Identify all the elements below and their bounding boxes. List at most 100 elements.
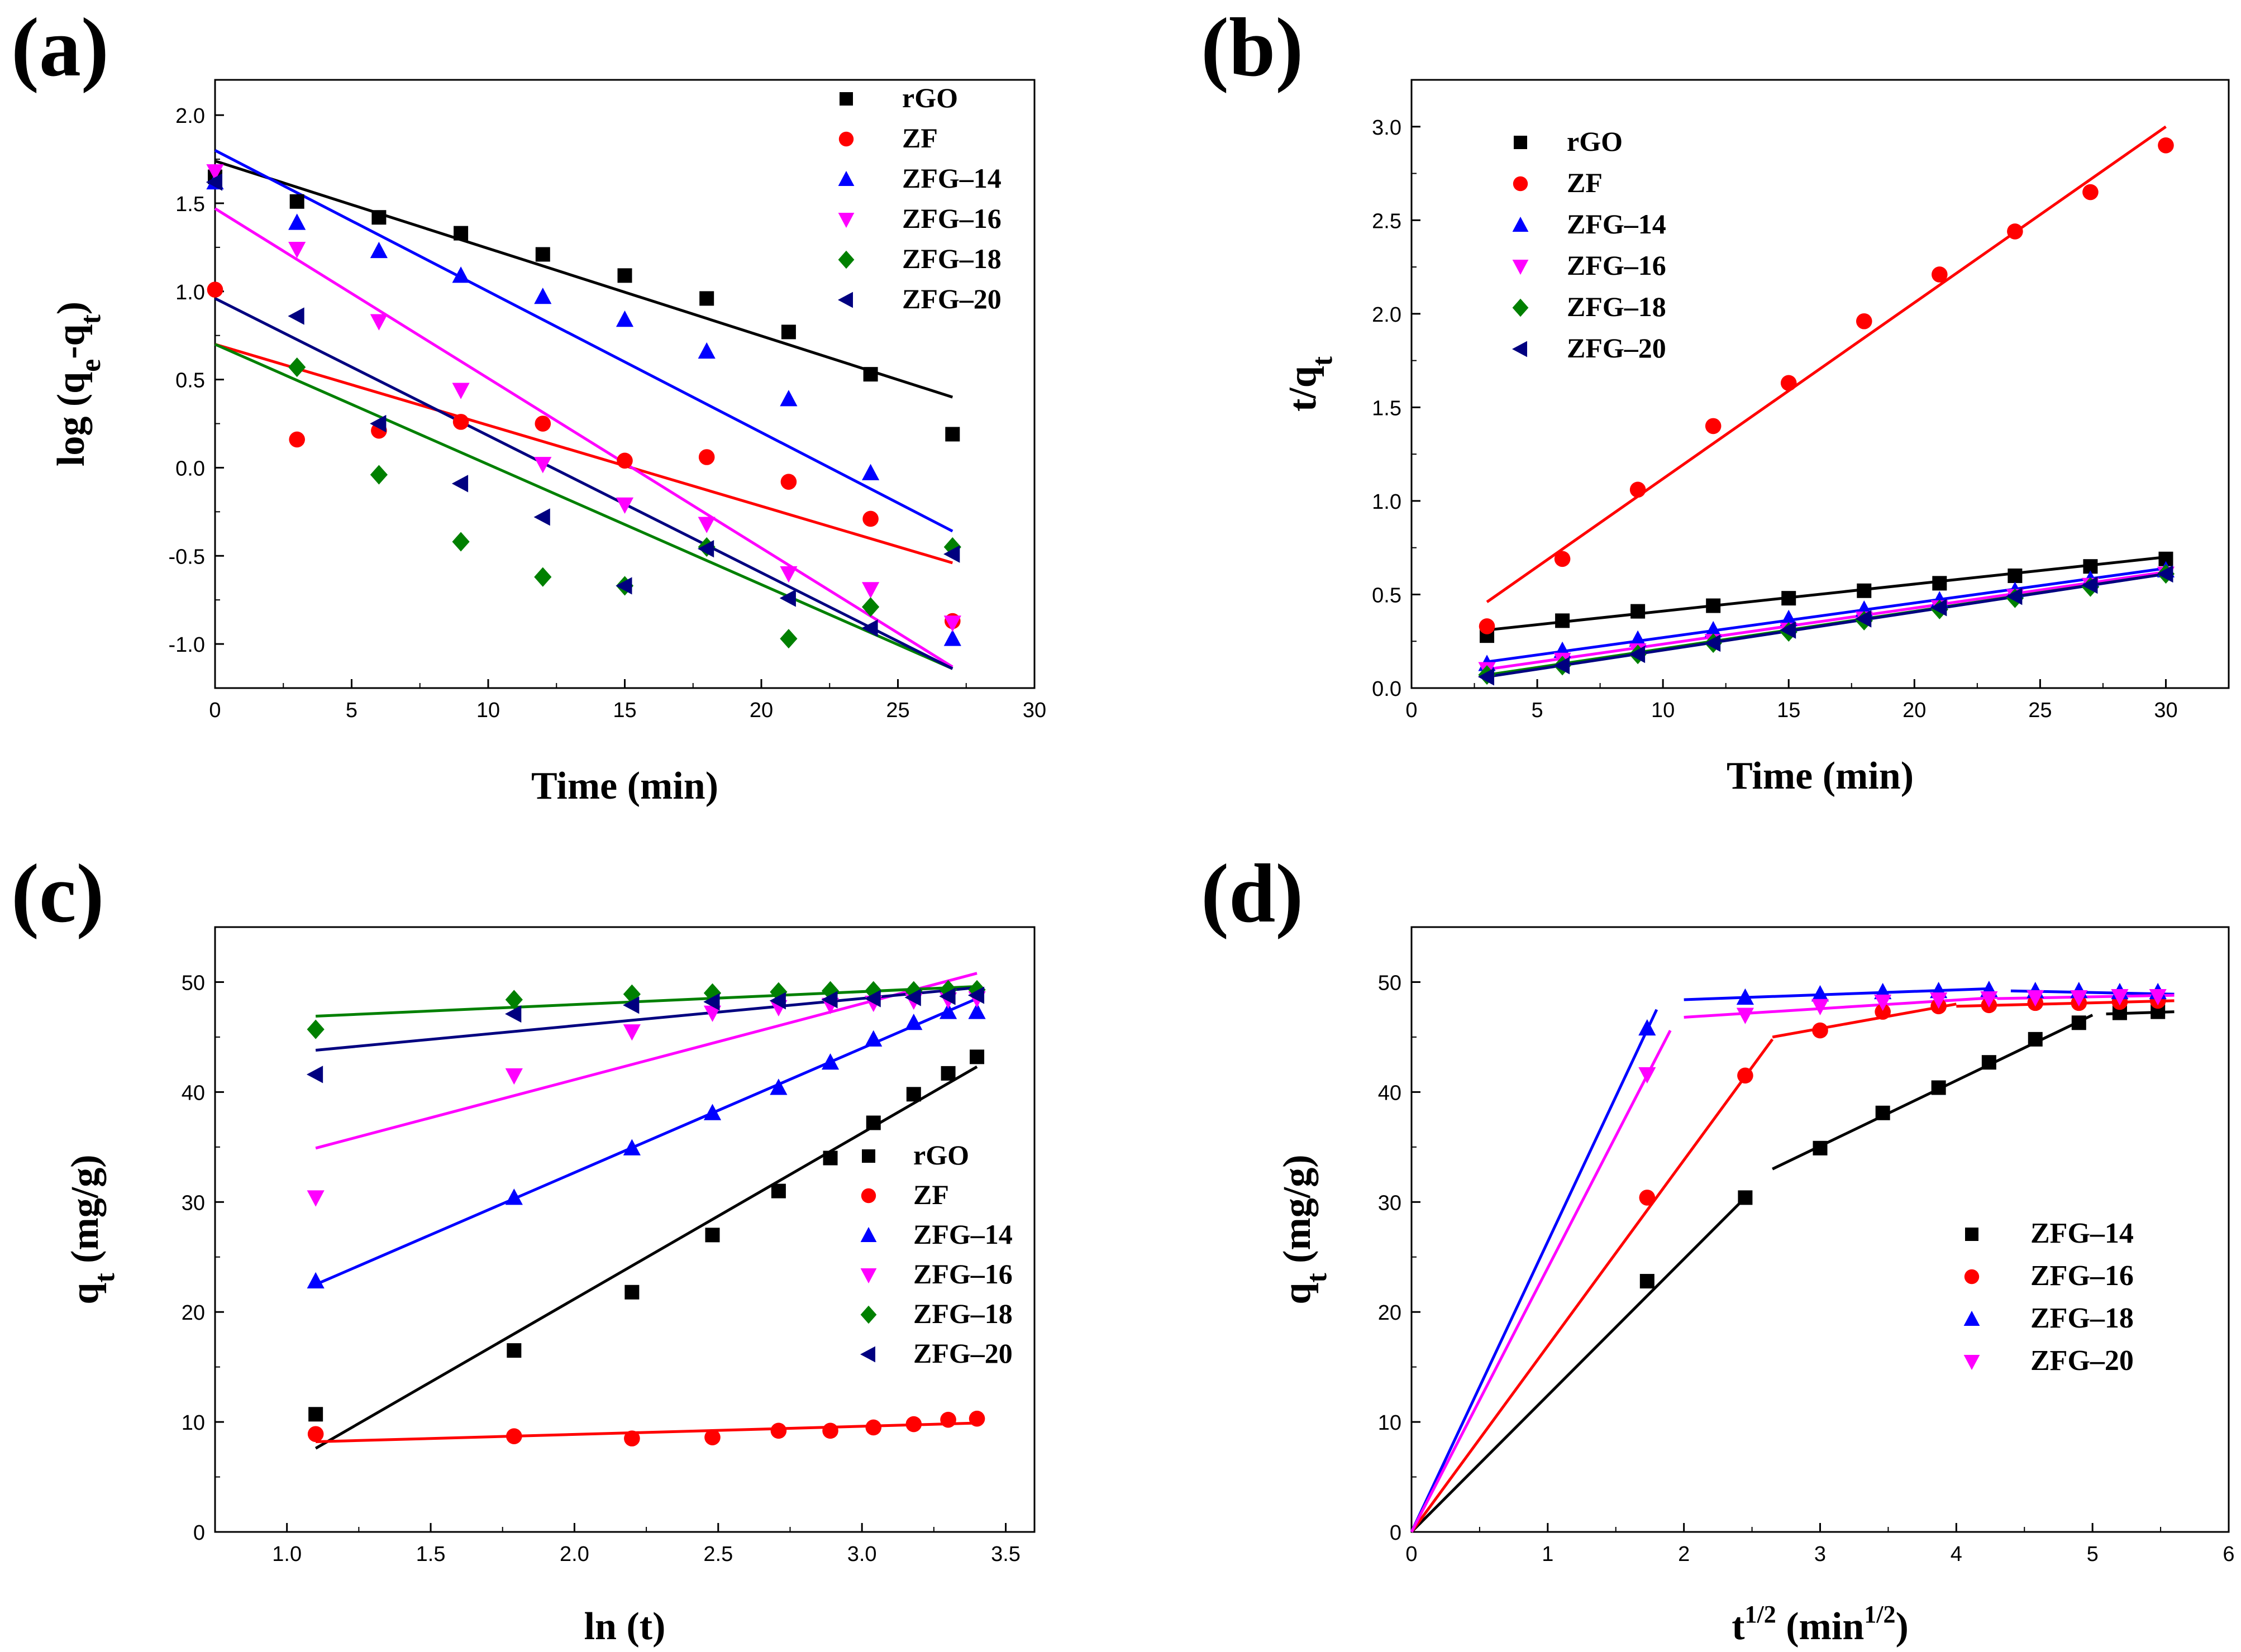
panel-c-point-zfg-18 <box>505 990 523 1010</box>
panel-c-point-zfg-20 <box>505 1005 522 1023</box>
panel-d-point-zfg-20 <box>1930 992 1948 1009</box>
panel-c-point-zfg-20 <box>623 996 640 1014</box>
panel-b-point-rgo <box>1781 591 1796 606</box>
panel-d-point-zfg-14 <box>1875 1105 1890 1120</box>
panel-d-point-zfg-18 <box>1811 985 1829 1002</box>
panel-c-point-zfg-20 <box>904 989 921 1006</box>
panel-b-legend: rGO ZF ZFG–14 ZFG–16 ZFG–18 ZFG–20 <box>1512 126 1666 364</box>
panel-d-point-zfg-20 <box>2111 989 2129 1006</box>
panel-a-y-axis-title: log (qe-qt) <box>50 302 107 466</box>
panel-c-point-zfg-14 <box>968 1002 986 1019</box>
panel-d-y-tick-label: 40 <box>1378 1081 1401 1105</box>
panel-d: (d) 0 1 2 3 4 5 6 0 10 20 30 40 50 t1/2 (min1/2) qt … <box>1201 847 2235 1648</box>
panel-b-fit-lines <box>1486 125 2167 679</box>
panel-b-point-zf <box>2158 137 2174 154</box>
panel-c-point-zf <box>624 1430 640 1446</box>
panel-d-point-zfg-20 <box>1874 994 1892 1011</box>
panel-d-fit-line-zfg-14-1 <box>1410 1196 1747 1533</box>
panel-d-y-axis-title: qt (mg/g) <box>1276 1154 1333 1304</box>
panel-d-point-zfg-14 <box>1738 1190 1753 1205</box>
panel-a-point-rgo <box>617 268 632 283</box>
panel-d-point-zfg-20 <box>1638 1067 1656 1084</box>
panel-c-tag: (c) <box>11 847 104 940</box>
panel-b-x-axis-title: Time (min) <box>1727 755 1914 798</box>
panel-a-legend-marker-zfg-20 <box>838 292 853 308</box>
panel-c-point-zf <box>307 1426 324 1443</box>
panel-a-point-zfg-20 <box>533 508 550 526</box>
panel-c-point-zfg-14 <box>939 1002 957 1019</box>
panel-c-legend-marker-zfg-18 <box>860 1305 877 1324</box>
panel-a-y-tick-label: 0.0 <box>175 457 205 480</box>
panel-c-point-zfg-20 <box>967 986 985 1004</box>
panel-c-point-rgo <box>866 1115 881 1130</box>
panel-c-data-points <box>306 980 986 1446</box>
panel-c-point-zf <box>822 1422 838 1439</box>
panel-a-legend: rGO ZF ZFG–14 ZFG–16 ZFG–18 ZFG–20 <box>838 82 1002 314</box>
panel-d-y-tick-label: 20 <box>1378 1301 1401 1325</box>
panel-d-legend-marker-zfg-18 <box>1963 1311 1980 1326</box>
panel-d-fit-line-zfg-16-2 <box>1772 1002 1957 1039</box>
panel-a-point-zfg-20 <box>206 173 222 191</box>
panel-b-fit-line-zfg-14 <box>1486 567 2166 663</box>
panel-a-point-zfg-14 <box>616 311 634 327</box>
panel-d-fit-line-zfg-20-1 <box>1410 1029 1672 1533</box>
panel-a-legend-label-zfg-16: ZFG–16 <box>902 203 1002 234</box>
panel-a-fit-line-rgo <box>214 159 953 399</box>
panel-d-point-zfg-14 <box>1931 1080 1946 1095</box>
panel-c-y-tick-label: 50 <box>182 971 205 995</box>
panel-c-x-tick-label: 3.5 <box>991 1543 1021 1566</box>
panel-b-legend-marker-rgo <box>1514 136 1527 149</box>
panel-b-legend-marker-zfg-14 <box>1512 217 1529 232</box>
panel-b-fit-line-zfg-16 <box>1486 570 2166 671</box>
panel-c-point-zfg-20 <box>939 987 956 1005</box>
panel-b-point-zfg-20 <box>1553 657 1570 675</box>
panel-b-x-tick-label: 5 <box>1532 699 1543 722</box>
panel-b-point-rgo <box>1630 604 1646 619</box>
panel-a-y-tick-label: 2.0 <box>175 104 205 128</box>
panel-a-point-rgo <box>289 194 304 209</box>
panel-a-point-rgo <box>371 210 387 225</box>
panel-c-y-tick-label: 10 <box>182 1411 205 1435</box>
panel-c-legend-label-zfg-20: ZFG–20 <box>913 1338 1013 1369</box>
panel-c-point-zfg-18 <box>307 1019 325 1039</box>
panel-a-legend-label-zfg-18: ZFG–18 <box>902 243 1002 274</box>
panel-c-point-zfg-18 <box>623 984 641 1004</box>
panel-a-point-zf <box>698 449 715 465</box>
panel-c-y-axis-title: qt (mg/g) <box>64 1154 121 1304</box>
panel-b-legend-label-rgo: rGO <box>1567 126 1623 157</box>
panel-d-x-tick-label: 1 <box>1542 1543 1553 1566</box>
panel-d-fit-line-zfg-18-1 <box>1410 1009 1658 1533</box>
panel-b-x-tick-label: 20 <box>1903 699 1926 722</box>
panel-a-point-zfg-20 <box>861 619 878 637</box>
panel-c-point-zfg-18 <box>905 981 923 1001</box>
panel-c-point-rgo <box>308 1407 323 1422</box>
panel-b-point-zfg-20 <box>1779 621 1796 639</box>
panel-d-point-zfg-14 <box>1981 1055 1996 1070</box>
panel-a-point-zfg-20 <box>697 540 714 558</box>
panel-a-y-tick-label: 1.5 <box>175 193 205 216</box>
panel-c-point-rgo <box>970 1049 985 1064</box>
panel-a-y-tick-label: 1.0 <box>175 281 205 304</box>
panel-b-point-zfg-20 <box>1628 646 1646 663</box>
panel-c-point-zfg-14 <box>865 1030 883 1047</box>
panel-a-point-rgo <box>699 291 714 306</box>
panel-d-x-tick-label: 0 <box>1405 1543 1417 1566</box>
panel-a-legend-label-rgo: rGO <box>902 82 958 113</box>
panel-a-point-zfg-14 <box>534 288 552 304</box>
panel-c-point-zf <box>905 1416 922 1433</box>
panel-c-point-zfg-16 <box>703 1005 722 1022</box>
panel-c-plot-frame <box>214 926 1036 1533</box>
panel-a-point-zf <box>780 474 797 490</box>
panel-b-legend-marker-zf <box>1513 176 1528 192</box>
panel-b-fit-line-zfg-20 <box>1486 572 2166 679</box>
panel-a-point-zfg-18 <box>452 532 470 552</box>
panel-b-y-tick-label: 0.0 <box>1372 677 1401 701</box>
panel-a-fit-line-zfg-16 <box>214 207 953 669</box>
panel-b-y-tick-label: 1.5 <box>1372 397 1401 420</box>
panel-a-point-zfg-18 <box>780 629 798 649</box>
panel-b-point-zfg-20 <box>2006 588 2023 605</box>
panel-c-x-axis-title: ln (t) <box>584 1605 666 1648</box>
panel-b-point-rgo <box>1857 583 1872 598</box>
panel-a-point-zfg-14 <box>452 266 470 283</box>
panel-a-point-zfg-14 <box>943 629 961 646</box>
